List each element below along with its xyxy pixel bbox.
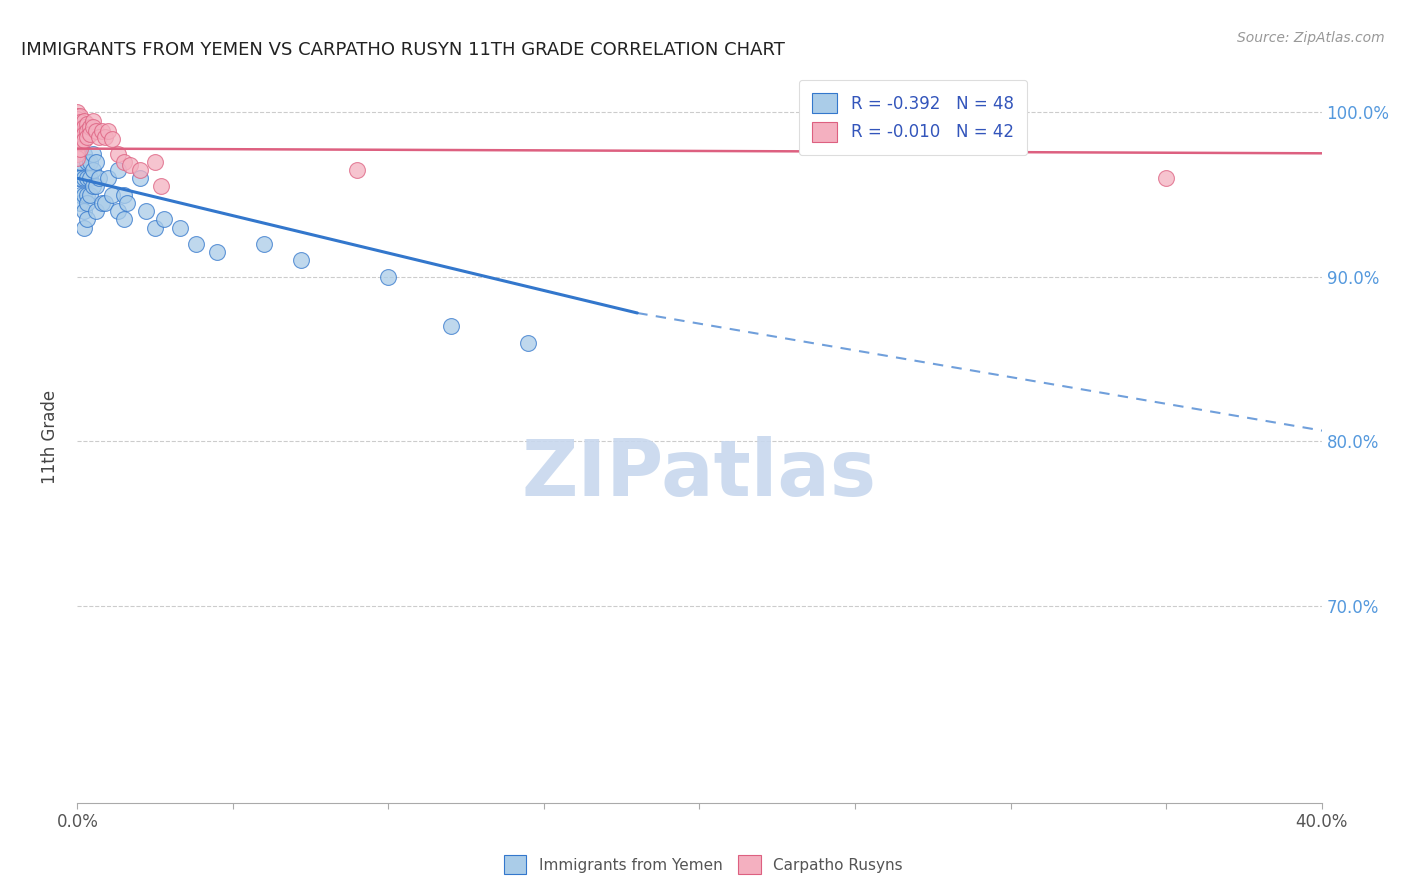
- Point: [69, 171, 91, 186]
- Point: [69, 135, 91, 149]
- Point: [253, 236, 276, 251]
- Point: [112, 187, 135, 202]
- Point: [66, 112, 89, 126]
- Point: [153, 212, 176, 227]
- Point: [84, 154, 107, 169]
- Point: [1154, 171, 1177, 186]
- Point: [69, 187, 91, 202]
- Point: [107, 204, 129, 219]
- Point: [66, 132, 89, 146]
- Point: [135, 204, 157, 219]
- Point: [84, 204, 107, 219]
- Point: [66, 152, 89, 166]
- Point: [169, 220, 191, 235]
- Point: [69, 121, 91, 136]
- Point: [84, 123, 107, 137]
- Point: [72, 113, 94, 128]
- Point: [72, 133, 94, 147]
- Point: [112, 154, 135, 169]
- Point: [66, 117, 89, 131]
- Point: [128, 171, 150, 186]
- Point: [66, 171, 89, 186]
- Text: Source: ZipAtlas.com: Source: ZipAtlas.com: [1237, 31, 1385, 45]
- Point: [377, 269, 399, 284]
- Point: [94, 195, 117, 210]
- Point: [91, 195, 114, 210]
- Point: [79, 154, 101, 169]
- Point: [76, 130, 98, 145]
- Point: [79, 127, 101, 141]
- Point: [107, 163, 129, 178]
- Point: [76, 123, 98, 137]
- Point: [97, 171, 120, 186]
- Point: [87, 171, 110, 186]
- Point: [150, 179, 173, 194]
- Point: [517, 335, 540, 350]
- Point: [128, 163, 150, 178]
- Point: [72, 171, 94, 186]
- Point: [76, 117, 98, 131]
- Y-axis label: 11th Grade: 11th Grade: [41, 390, 59, 484]
- Point: [72, 187, 94, 202]
- Point: [115, 195, 138, 210]
- Point: [72, 220, 94, 235]
- Point: [66, 136, 89, 151]
- Point: [87, 130, 110, 145]
- Point: [76, 171, 98, 186]
- Point: [97, 123, 120, 137]
- Point: [82, 120, 104, 135]
- Point: [84, 179, 107, 194]
- Point: [66, 142, 89, 156]
- Point: [69, 142, 91, 156]
- Point: [66, 105, 89, 120]
- Point: [72, 204, 94, 219]
- Point: [72, 146, 94, 161]
- Legend: Immigrants from Yemen, Carpatho Rusyns: Immigrants from Yemen, Carpatho Rusyns: [498, 849, 908, 880]
- Point: [69, 109, 91, 123]
- Point: [143, 220, 166, 235]
- Point: [82, 163, 104, 178]
- Point: [440, 319, 463, 334]
- Point: [66, 127, 89, 141]
- Point: [207, 245, 229, 260]
- Point: [79, 187, 101, 202]
- Point: [76, 212, 98, 227]
- Point: [346, 163, 368, 178]
- Text: ZIPatlas: ZIPatlas: [522, 435, 877, 512]
- Text: IMMIGRANTS FROM YEMEN VS CARPATHO RUSYN 11TH GRADE CORRELATION CHART: IMMIGRANTS FROM YEMEN VS CARPATHO RUSYN …: [21, 41, 785, 59]
- Point: [69, 115, 91, 129]
- Point: [100, 187, 122, 202]
- Point: [107, 146, 129, 161]
- Point: [72, 120, 94, 135]
- Point: [72, 127, 94, 141]
- Point: [79, 120, 101, 135]
- Point: [100, 132, 122, 146]
- Point: [69, 138, 91, 153]
- Point: [82, 179, 104, 194]
- Point: [69, 195, 91, 210]
- Point: [66, 154, 89, 169]
- Point: [76, 154, 98, 169]
- Point: [69, 128, 91, 143]
- Point: [112, 212, 135, 227]
- Point: [91, 123, 114, 137]
- Point: [290, 253, 312, 268]
- Point: [184, 236, 207, 251]
- Point: [82, 113, 104, 128]
- Point: [143, 154, 166, 169]
- Point: [82, 146, 104, 161]
- Point: [66, 109, 89, 123]
- Point: [94, 130, 117, 145]
- Point: [66, 146, 89, 161]
- Point: [76, 195, 98, 210]
- Point: [69, 154, 91, 169]
- Legend: R = -0.392   N = 48, R = -0.010   N = 42: R = -0.392 N = 48, R = -0.010 N = 42: [799, 79, 1028, 155]
- Point: [66, 121, 89, 136]
- Point: [120, 158, 142, 172]
- Point: [79, 171, 101, 186]
- Point: [76, 187, 98, 202]
